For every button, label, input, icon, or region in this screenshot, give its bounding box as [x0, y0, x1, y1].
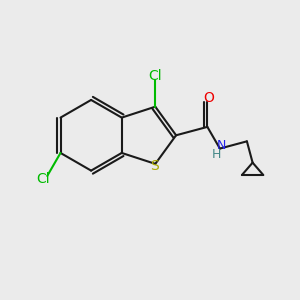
Text: N: N — [216, 139, 226, 152]
Text: O: O — [203, 91, 214, 105]
Text: S: S — [150, 159, 159, 172]
Text: H: H — [212, 148, 221, 161]
Text: Cl: Cl — [36, 172, 50, 186]
Text: Cl: Cl — [148, 69, 162, 83]
